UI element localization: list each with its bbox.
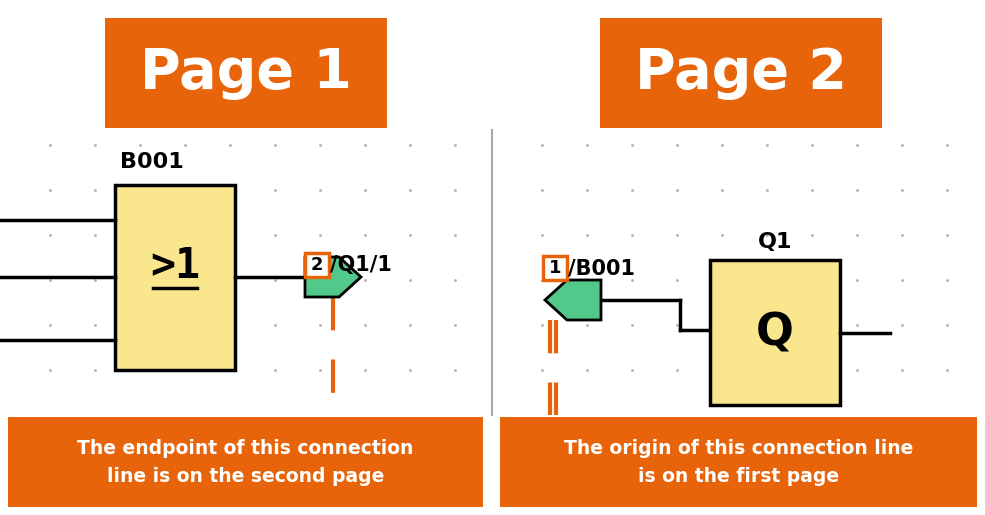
Text: The endpoint of this connection
line is on the second page: The endpoint of this connection line is …: [77, 438, 414, 486]
Bar: [8, 417, 483, 507]
Text: Page 2: Page 2: [635, 46, 847, 100]
Bar: [543, 256, 567, 280]
Text: /B001: /B001: [568, 258, 635, 278]
Text: B001: B001: [120, 152, 184, 172]
Bar: [105, 18, 387, 128]
Bar: [115, 185, 235, 370]
Text: Q: Q: [756, 311, 794, 354]
Bar: [600, 18, 882, 128]
Text: Page 1: Page 1: [140, 46, 352, 100]
Polygon shape: [545, 280, 601, 320]
Text: 2: 2: [310, 256, 323, 274]
Text: >1: >1: [150, 245, 200, 286]
Text: /Q1/1: /Q1/1: [330, 255, 392, 275]
Bar: [305, 253, 329, 277]
Text: 1: 1: [549, 259, 561, 277]
Bar: [500, 417, 977, 507]
Text: Q1: Q1: [757, 232, 792, 252]
Text: The origin of this connection line
is on the first page: The origin of this connection line is on…: [563, 438, 913, 486]
Polygon shape: [305, 257, 361, 297]
Bar: [710, 260, 840, 405]
